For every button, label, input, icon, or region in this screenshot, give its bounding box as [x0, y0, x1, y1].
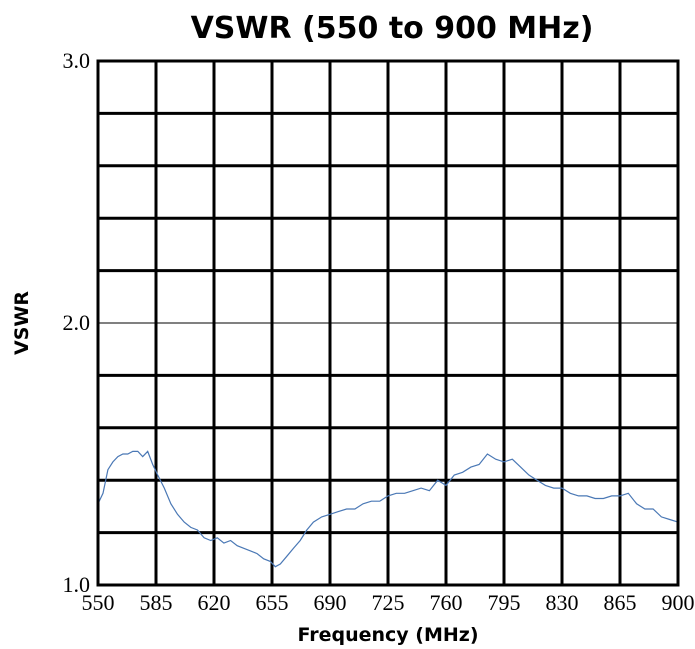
x-axis-label: Frequency (MHz)	[297, 624, 478, 646]
x-tick-label: 620	[198, 590, 231, 615]
x-tick-label: 725	[372, 590, 405, 615]
x-tick-label: 690	[314, 590, 347, 615]
x-tick-label: 795	[488, 590, 521, 615]
y-tick-label: 1.0	[63, 572, 91, 597]
x-tick-label: 865	[604, 590, 637, 615]
series-line-0	[97, 450, 679, 568]
y-tick-label: 3.0	[63, 48, 91, 73]
x-tick-label: 830	[546, 590, 579, 615]
x-tick-labels: 550 585 620 655 690 725 760 795 830 865 900	[82, 590, 695, 615]
x-tick-label: 550	[82, 590, 115, 615]
y-tick-labels: 1.0 2.0 3.0	[63, 48, 91, 597]
plot-frame	[96, 59, 680, 587]
x-tick-label: 655	[256, 590, 289, 615]
y-tick-label: 2.0	[63, 310, 91, 335]
plot-grid	[96, 59, 680, 587]
chart-title: VSWR (550 to 900 MHz)	[191, 11, 594, 46]
y-axis-label: VSWR	[11, 291, 33, 355]
x-tick-label: 585	[140, 590, 173, 615]
x-tick-label: 900	[662, 590, 695, 615]
series-layer	[97, 450, 679, 568]
x-tick-label: 760	[430, 590, 463, 615]
